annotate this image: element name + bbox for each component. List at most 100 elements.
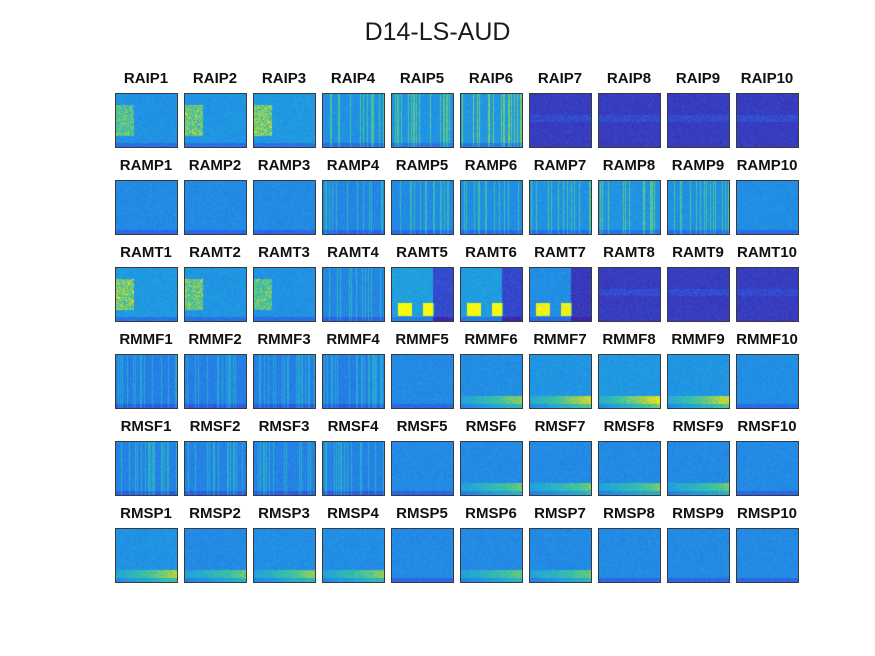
panel-title: RAMP6	[464, 157, 518, 174]
panel-title: RMMF4	[326, 331, 380, 348]
panel-title: RMSF4	[327, 418, 379, 435]
heatmap-image	[530, 268, 591, 321]
heatmap-image	[116, 94, 177, 147]
heatmap-panel	[460, 267, 523, 322]
heatmap-image	[185, 529, 246, 582]
heatmap-image	[254, 529, 315, 582]
heatmap-image	[323, 181, 384, 234]
heatmap-panel	[391, 441, 454, 496]
panel-title: RAIP7	[537, 70, 583, 87]
heatmap-image	[530, 355, 591, 408]
panel-title: RMSP1	[120, 505, 172, 522]
heatmap-image	[116, 181, 177, 234]
heatmap-panel	[391, 267, 454, 322]
panel-title: RAMP10	[736, 157, 798, 174]
heatmap-image	[737, 529, 798, 582]
heatmap-panel	[736, 93, 799, 148]
heatmap-image	[254, 355, 315, 408]
heatmap-image	[323, 442, 384, 495]
heatmap-image	[254, 442, 315, 495]
panel-title: RMSF6	[465, 418, 517, 435]
heatmap-image	[737, 355, 798, 408]
heatmap-panel	[184, 441, 247, 496]
heatmap-image	[185, 442, 246, 495]
panel-title: RMSF8	[603, 418, 655, 435]
figure-title: D14-LS-AUD	[364, 18, 511, 46]
panel-title: RMSF1	[120, 418, 172, 435]
panel-title: RAMT2	[189, 244, 241, 261]
panel-title: RAMP8	[602, 157, 656, 174]
panel-title: RMSP9	[672, 505, 724, 522]
heatmap-panel	[529, 441, 592, 496]
heatmap-panel	[460, 441, 523, 496]
heatmap-image	[668, 268, 729, 321]
panel-title: RMSP10	[736, 505, 798, 522]
heatmap-panel	[253, 267, 316, 322]
heatmap-panel	[598, 180, 661, 235]
heatmap-panel	[391, 354, 454, 409]
heatmap-panel	[115, 267, 178, 322]
panel-title: RMSP8	[603, 505, 655, 522]
panel-title: RAIP4	[330, 70, 376, 87]
heatmap-panel	[253, 180, 316, 235]
heatmap-panel	[598, 528, 661, 583]
heatmap-panel	[115, 441, 178, 496]
heatmap-image	[392, 442, 453, 495]
heatmap-panel	[667, 441, 730, 496]
heatmap-image	[461, 181, 522, 234]
heatmap-image	[323, 355, 384, 408]
heatmap-image	[530, 181, 591, 234]
heatmap-image	[185, 268, 246, 321]
heatmap-panel	[736, 180, 799, 235]
panel-title: RAMT5	[396, 244, 448, 261]
heatmap-image	[116, 442, 177, 495]
heatmap-panel	[184, 354, 247, 409]
heatmap-image	[737, 268, 798, 321]
heatmap-image	[461, 355, 522, 408]
heatmap-image	[599, 355, 660, 408]
heatmap-panel	[598, 93, 661, 148]
heatmap-image	[599, 529, 660, 582]
panel-title: RAMP4	[326, 157, 380, 174]
panel-title: RAMP3	[257, 157, 311, 174]
heatmap-panel	[736, 267, 799, 322]
panel-title: RAMT8	[603, 244, 655, 261]
panel-title: RAMP7	[533, 157, 587, 174]
heatmap-panel	[322, 441, 385, 496]
heatmap-image	[185, 355, 246, 408]
panel-title: RAIP2	[192, 70, 238, 87]
panel-title: RMMF9	[671, 331, 725, 348]
heatmap-image	[254, 268, 315, 321]
heatmap-panel	[253, 441, 316, 496]
panel-title: RMMF6	[464, 331, 518, 348]
heatmap-panel	[667, 354, 730, 409]
heatmap-image	[116, 355, 177, 408]
heatmap-image	[599, 442, 660, 495]
heatmap-panel	[184, 528, 247, 583]
panel-title: RAMP2	[188, 157, 242, 174]
panel-title: RAMT7	[534, 244, 586, 261]
heatmap-panel	[184, 180, 247, 235]
panel-title: RMMF8	[602, 331, 656, 348]
heatmap-panel	[736, 441, 799, 496]
heatmap-panel	[115, 528, 178, 583]
panel-title: RMSF2	[189, 418, 241, 435]
panel-title: RMSP2	[189, 505, 241, 522]
heatmap-image	[599, 268, 660, 321]
heatmap-panel	[322, 93, 385, 148]
heatmap-image	[323, 94, 384, 147]
panel-title: RMSP4	[327, 505, 379, 522]
heatmap-panel	[391, 180, 454, 235]
heatmap-panel	[184, 267, 247, 322]
panel-title: RAMP1	[119, 157, 173, 174]
panel-title: RAIP9	[675, 70, 721, 87]
heatmap-panel	[529, 354, 592, 409]
heatmap-panel	[184, 93, 247, 148]
heatmap-panel	[529, 267, 592, 322]
panel-title: RAIP5	[399, 70, 445, 87]
heatmap-panel	[322, 180, 385, 235]
heatmap-panel	[460, 354, 523, 409]
heatmap-panel	[322, 528, 385, 583]
heatmap-image	[254, 94, 315, 147]
heatmap-panel	[736, 354, 799, 409]
